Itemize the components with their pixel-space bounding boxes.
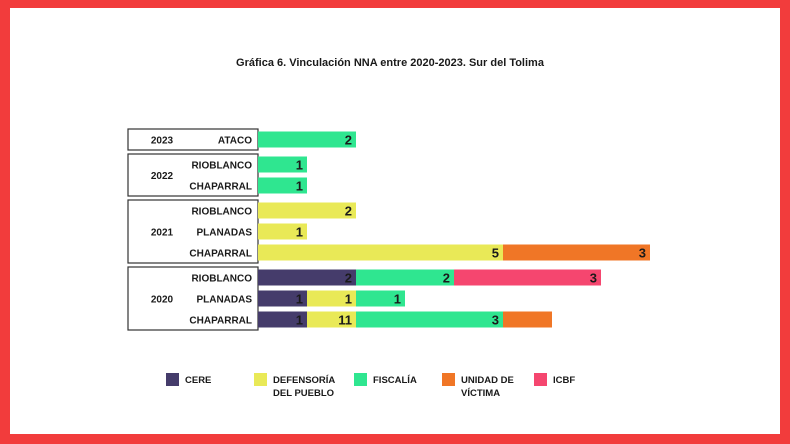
row-label-2021-planadas: PLANADAS bbox=[196, 228, 252, 239]
row-label-2020-rioblanco: RIOBLANCO bbox=[191, 274, 252, 285]
year-label-2023: 2023 bbox=[151, 136, 174, 147]
data-label-2020-rioblanco-2: 3 bbox=[590, 271, 597, 286]
legend-label-defensoria-del-pueblo: DEFENSORÍA bbox=[273, 375, 335, 386]
bar-2023-ataco-fiscalia bbox=[258, 131, 356, 148]
data-label-2020-rioblanco-0: 2 bbox=[345, 271, 352, 286]
row-label-2022-chaparral: CHAPARRAL bbox=[189, 182, 252, 193]
bar-2020-rioblanco-cere bbox=[258, 269, 356, 286]
bar-2020-planadas-defensoria-del-pueblo bbox=[307, 290, 356, 307]
bar-2020-rioblanco-fiscalia bbox=[356, 269, 454, 286]
legend-swatch-cere bbox=[166, 373, 179, 386]
bar-2021-chaparral-defensoria-del-pueblo bbox=[258, 244, 503, 261]
year-group-box-2022 bbox=[127, 153, 259, 197]
data-label-2022-chaparral-0: 1 bbox=[296, 179, 303, 194]
data-label-2021-rioblanco-0: 2 bbox=[345, 204, 352, 219]
legend-swatch-defensoria-del-pueblo bbox=[254, 373, 267, 386]
data-label-2021-chaparral-0: 5 bbox=[492, 246, 499, 261]
data-label-2020-chaparral-0: 1 bbox=[296, 313, 303, 328]
row-label-2021-rioblanco: RIOBLANCO bbox=[191, 207, 252, 218]
data-label-2022-rioblanco-0: 1 bbox=[296, 158, 303, 173]
bar-2022-chaparral-fiscalia bbox=[258, 177, 307, 194]
bar-2021-chaparral-unidad-de-victima bbox=[503, 244, 650, 261]
year-label-2021: 2021 bbox=[151, 228, 174, 239]
row-label-2023-ataco: ATACO bbox=[218, 136, 252, 147]
legend-label-unidad-de-victima: UNIDAD DE bbox=[461, 375, 514, 386]
data-label-2020-chaparral-2: 3 bbox=[492, 313, 499, 328]
legend-label-icbf: ICBF bbox=[553, 375, 575, 386]
legend-swatch-fiscalia bbox=[354, 373, 367, 386]
legend-label-defensoria-del-pueblo-1: DEL PUEBLO bbox=[273, 388, 334, 399]
year-label-2022: 2022 bbox=[151, 171, 174, 182]
chart-title: Gráfica 6. Vinculación NNA entre 2020-20… bbox=[236, 57, 545, 69]
bar-2020-chaparral-unidad-de-victima bbox=[503, 311, 552, 328]
row-label-2021-chaparral: CHAPARRAL bbox=[189, 249, 252, 260]
data-label-2021-chaparral-1: 3 bbox=[639, 246, 646, 261]
bar-2020-planadas-cere bbox=[258, 290, 307, 307]
bar-2020-rioblanco-icbf bbox=[454, 269, 601, 286]
data-label-2020-planadas-1: 1 bbox=[345, 292, 352, 307]
bar-2020-chaparral-fiscalia bbox=[356, 311, 503, 328]
legend-swatch-icbf bbox=[534, 373, 547, 386]
legend-label-cere: CERE bbox=[185, 375, 211, 386]
data-label-2020-rioblanco-1: 2 bbox=[443, 271, 450, 286]
data-label-2020-planadas-0: 1 bbox=[296, 292, 303, 307]
bar-2020-chaparral-defensoria-del-pueblo bbox=[307, 311, 356, 328]
row-label-2022-rioblanco: RIOBLANCO bbox=[191, 161, 252, 172]
row-label-2020-planadas: PLANADAS bbox=[196, 295, 252, 306]
bar-2021-rioblanco-defensoria-del-pueblo bbox=[258, 202, 356, 219]
legend-label-fiscalia: FISCALÍA bbox=[373, 375, 417, 386]
data-label-2020-planadas-2: 1 bbox=[394, 292, 401, 307]
row-label-2020-chaparral: CHAPARRAL bbox=[189, 316, 252, 327]
data-label-2023-ataco-0: 2 bbox=[345, 133, 352, 148]
legend-label-unidad-de-victima-1: VÍCTIMA bbox=[461, 388, 500, 399]
data-label-2020-chaparral-1: 11 bbox=[338, 313, 352, 328]
legend-swatch-unidad-de-victima bbox=[442, 373, 455, 386]
year-label-2020: 2020 bbox=[151, 295, 174, 306]
bar-2020-planadas-fiscalia bbox=[356, 290, 405, 307]
bar-2020-chaparral-cere bbox=[258, 311, 307, 328]
bar-2021-planadas-defensoria-del-pueblo bbox=[258, 223, 307, 240]
bar-2022-rioblanco-fiscalia bbox=[258, 156, 307, 173]
data-label-2021-planadas-0: 1 bbox=[296, 225, 303, 240]
